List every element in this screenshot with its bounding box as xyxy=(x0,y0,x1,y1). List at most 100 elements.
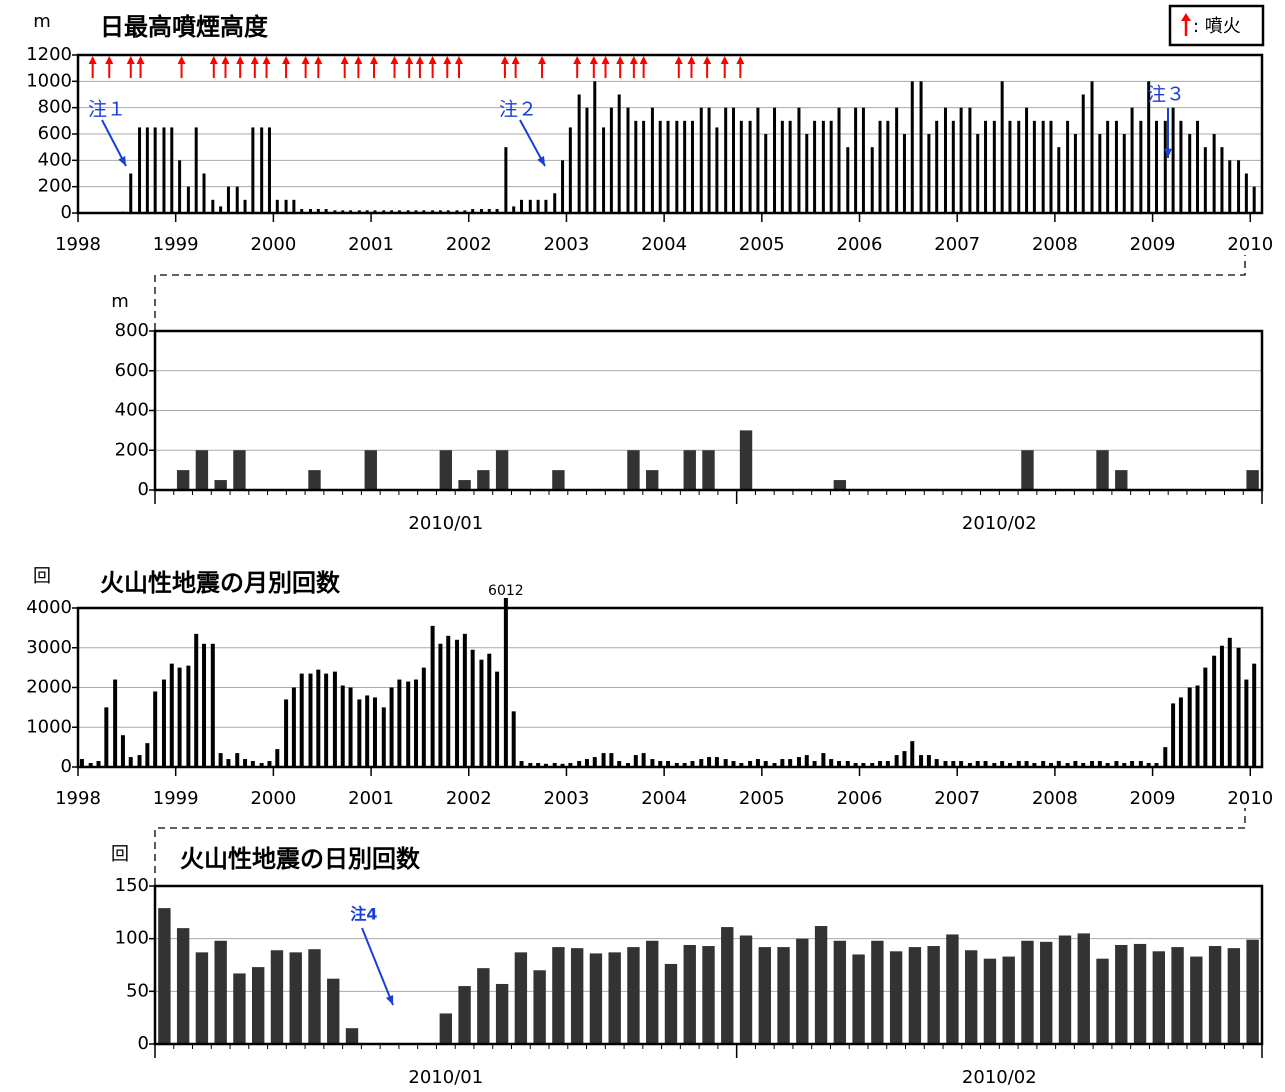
bar xyxy=(365,695,370,767)
bar xyxy=(552,763,557,767)
bar xyxy=(514,952,528,1044)
bar xyxy=(349,210,353,213)
y-tick-label: 100 xyxy=(115,928,149,949)
eruption-arrow-head xyxy=(88,56,97,64)
bar xyxy=(309,209,313,213)
bar xyxy=(788,120,792,213)
bar xyxy=(796,938,809,1044)
month-label: 2010/02 xyxy=(962,513,1037,534)
bar xyxy=(967,763,972,767)
x-tick-label: 1998 xyxy=(55,788,101,809)
y-tick-label: 800 xyxy=(115,320,149,341)
bar xyxy=(943,107,947,213)
bar xyxy=(275,749,280,767)
annotation: 注4 xyxy=(350,905,377,924)
bar xyxy=(683,120,687,213)
bar xyxy=(788,759,793,767)
bar xyxy=(853,763,858,767)
bar xyxy=(739,763,744,767)
plot-frame xyxy=(76,606,1264,769)
x-tick-label: 2008 xyxy=(1032,234,1078,255)
bar xyxy=(1130,107,1134,213)
bar xyxy=(477,968,490,1044)
x-tick-label: 2003 xyxy=(544,788,590,809)
bar xyxy=(1219,645,1224,767)
bar xyxy=(332,671,337,767)
bar xyxy=(690,120,694,213)
bar xyxy=(1048,763,1053,767)
bar xyxy=(226,759,231,767)
bar xyxy=(446,635,451,767)
eruption-arrow-head xyxy=(221,56,230,64)
bar xyxy=(731,761,736,767)
bar xyxy=(702,946,715,1044)
bar xyxy=(861,763,866,767)
bar xyxy=(758,947,771,1044)
bar xyxy=(194,127,198,213)
bar xyxy=(1073,134,1077,213)
bar xyxy=(641,753,646,767)
bar xyxy=(976,134,980,213)
chart-title: 日最高噴煙高度 xyxy=(100,13,269,41)
bar xyxy=(650,759,655,767)
x-tick-label: 2003 xyxy=(544,234,590,255)
bar xyxy=(324,673,329,767)
bar xyxy=(186,665,191,767)
y-tick-label: 600 xyxy=(115,360,149,381)
bar xyxy=(927,134,931,213)
bar xyxy=(138,127,142,213)
eruption-arrow-head xyxy=(209,56,218,64)
y-tick-label: 400 xyxy=(38,149,72,170)
bar xyxy=(414,210,418,213)
eruption-arrow-head xyxy=(629,56,638,64)
bar xyxy=(511,711,516,767)
bar xyxy=(552,947,565,1044)
x-tick-label: 2008 xyxy=(1032,788,1078,809)
bar xyxy=(259,763,264,767)
bar xyxy=(1246,939,1259,1044)
bar xyxy=(1130,761,1135,767)
eruption-arrow-head xyxy=(538,56,547,64)
bar xyxy=(1190,956,1203,1044)
bar xyxy=(627,450,640,490)
bar xyxy=(1021,940,1034,1044)
bar xyxy=(438,643,443,767)
bar xyxy=(186,186,190,213)
chart-title: 火山性地震の日別回数 xyxy=(180,845,421,873)
bar xyxy=(406,210,410,213)
bar xyxy=(210,643,215,767)
bar xyxy=(1208,946,1222,1044)
bar xyxy=(796,757,801,767)
month-label: 2010/02 xyxy=(962,1067,1037,1088)
bar xyxy=(552,470,565,490)
bar xyxy=(455,210,459,213)
bar xyxy=(837,761,842,767)
bar xyxy=(895,107,899,213)
bar xyxy=(341,210,345,213)
bar xyxy=(664,963,678,1044)
bar xyxy=(983,761,988,767)
bar xyxy=(1236,647,1241,767)
bar xyxy=(755,759,760,767)
bar xyxy=(1106,120,1110,213)
eruption-arrow-head xyxy=(314,56,323,64)
bar xyxy=(829,120,833,213)
bar xyxy=(1146,763,1151,767)
eruption-arrow-head xyxy=(390,56,399,64)
bar xyxy=(927,946,940,1044)
bar xyxy=(885,761,890,767)
x-tick-label: 1998 xyxy=(55,234,101,255)
bar xyxy=(1122,134,1126,213)
bar xyxy=(889,951,903,1044)
bar xyxy=(983,958,997,1044)
bar xyxy=(284,699,289,767)
eruption-arrow-head xyxy=(687,56,696,64)
bar xyxy=(316,669,321,767)
bar xyxy=(422,210,426,213)
y-tick-label: 1000 xyxy=(26,716,72,737)
bar xyxy=(267,127,271,213)
bar xyxy=(1163,120,1167,213)
bar xyxy=(1041,120,1045,213)
y-tick-label: 1200 xyxy=(26,44,72,65)
bar xyxy=(1066,120,1070,213)
